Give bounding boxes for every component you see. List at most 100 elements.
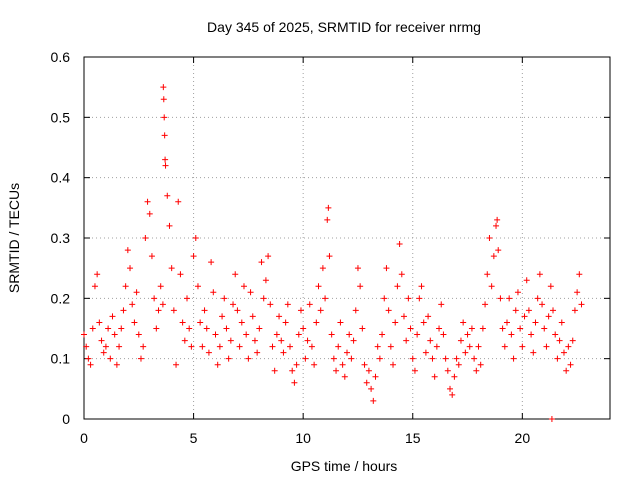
data-point [457, 337, 464, 344]
data-point [453, 355, 460, 362]
data-point [105, 325, 112, 332]
data-point [181, 337, 188, 344]
data-point [488, 283, 495, 290]
data-point [146, 210, 153, 217]
data-point [238, 319, 245, 326]
data-point [127, 265, 134, 272]
data-point [344, 349, 350, 356]
x-tick-label: 20 [515, 430, 531, 446]
data-point [109, 313, 116, 320]
data-point [536, 271, 543, 278]
data-point [179, 319, 186, 326]
data-point [319, 265, 326, 272]
data-point [376, 355, 383, 362]
data-point [348, 355, 355, 362]
x-tick-label: 15 [405, 430, 421, 446]
data-point [186, 325, 193, 332]
data-point [306, 301, 313, 308]
data-point [98, 337, 105, 344]
data-point [552, 331, 559, 338]
data-point [188, 343, 195, 350]
data-point [493, 222, 500, 229]
data-point [197, 319, 204, 326]
data-point [293, 361, 300, 368]
data-point [140, 343, 147, 350]
data-point [297, 307, 304, 314]
data-point [216, 343, 223, 350]
data-point [414, 331, 421, 338]
data-point [420, 319, 427, 326]
data-point [256, 325, 263, 332]
data-point [576, 271, 583, 278]
data-point [251, 337, 258, 344]
data-point [381, 295, 388, 302]
data-point [160, 96, 167, 103]
data-point [289, 367, 296, 374]
data-point [175, 198, 182, 205]
data-point [129, 301, 136, 308]
data-point [168, 265, 175, 272]
data-point [510, 355, 517, 362]
data-point [94, 271, 101, 278]
data-point [479, 325, 486, 332]
y-tick-label: 0.3 [51, 230, 71, 246]
data-point [425, 313, 432, 320]
data-point [521, 313, 528, 320]
data-point [495, 247, 502, 254]
data-point [302, 355, 309, 362]
data-point [449, 391, 456, 398]
data-point [89, 325, 96, 332]
data-point [514, 289, 521, 296]
data-point [523, 277, 530, 284]
data-point [192, 235, 199, 241]
data-point [170, 307, 177, 314]
data-point [407, 325, 414, 332]
data-point [387, 343, 394, 350]
plot-frame [83, 56, 611, 420]
data-point [249, 313, 256, 320]
data-point [418, 283, 425, 290]
data-point [326, 253, 333, 260]
data-point [267, 301, 274, 308]
y-tick-label: 0.2 [51, 290, 71, 306]
data-point [324, 216, 331, 223]
data-point [473, 367, 480, 374]
data-point [517, 325, 524, 332]
data-point [372, 373, 379, 380]
data-point [247, 289, 254, 296]
data-point [162, 162, 169, 169]
data-point [403, 337, 410, 344]
data-point [107, 355, 114, 362]
data-point [468, 325, 475, 332]
data-point [122, 283, 129, 290]
data-point [254, 349, 261, 356]
data-point [427, 337, 434, 344]
data-point [91, 283, 98, 290]
data-point [265, 253, 272, 260]
data-point [157, 283, 164, 290]
data-point [234, 307, 241, 314]
data-point [422, 349, 429, 356]
data-point [394, 283, 401, 290]
data-point [276, 313, 283, 320]
data-point [530, 349, 537, 356]
data-point [205, 349, 212, 356]
data-point [243, 331, 250, 338]
data-point [190, 253, 197, 260]
data-point [87, 361, 94, 368]
data-point [271, 367, 278, 374]
data-point [409, 355, 416, 362]
data-point [159, 301, 166, 308]
grid-lines [84, 57, 610, 419]
data-point [135, 331, 142, 338]
x-axis-label: GPS time / hours [291, 458, 398, 474]
data-point [405, 295, 412, 302]
data-point [273, 331, 280, 338]
data-point [390, 361, 397, 368]
data-point [462, 349, 469, 356]
data-point [442, 355, 449, 362]
data-point [497, 295, 504, 302]
data-point [499, 325, 506, 332]
data-point [379, 331, 386, 338]
x-tick-label: 0 [80, 430, 88, 446]
